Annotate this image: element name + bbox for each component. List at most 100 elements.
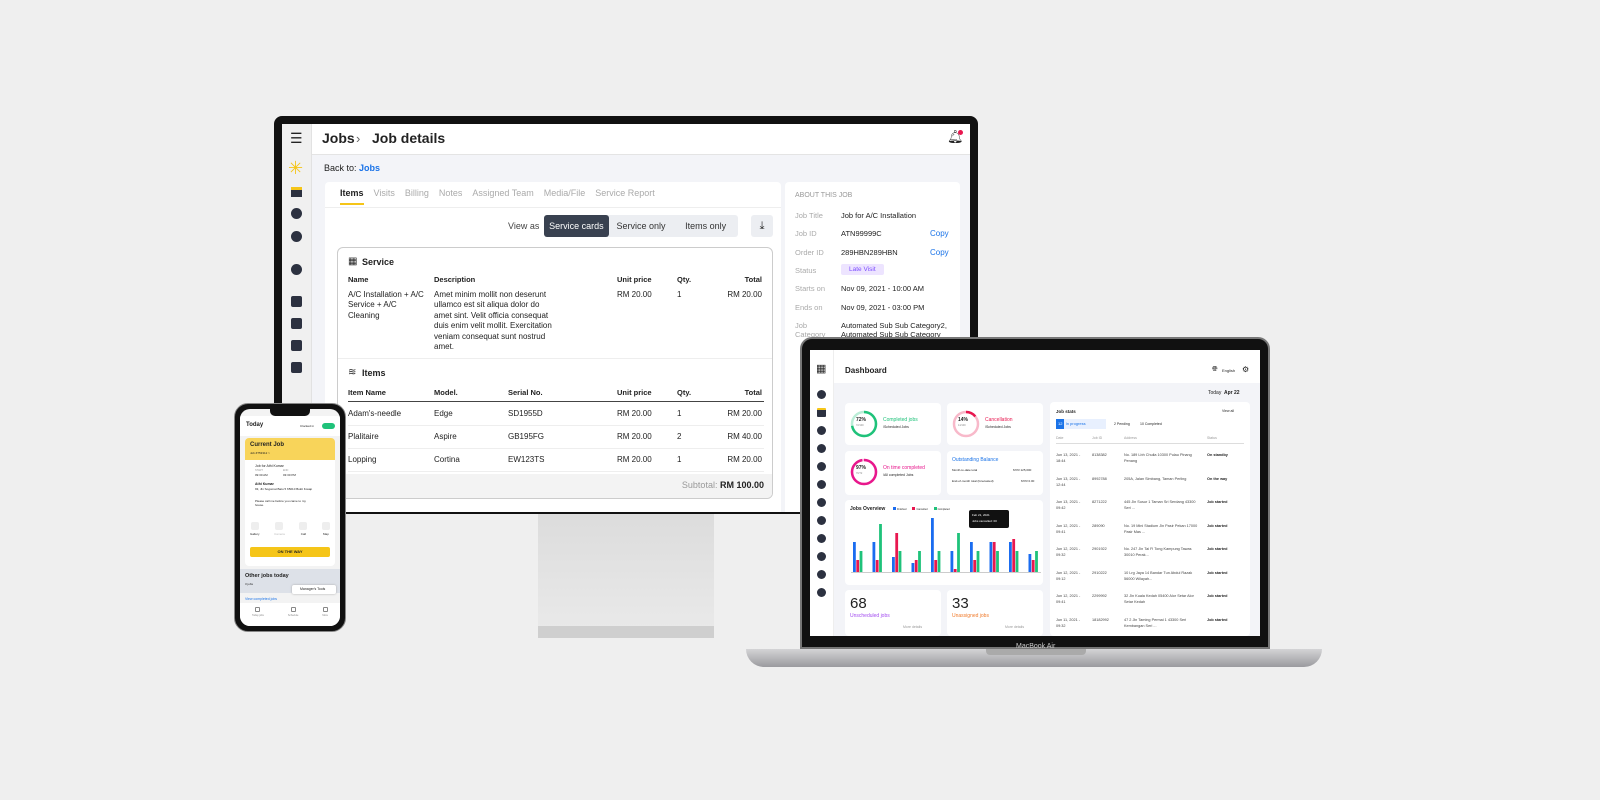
users-icon[interactable] — [291, 264, 302, 275]
calendar-icon[interactable] — [291, 187, 302, 197]
job-cell[interactable]: 8138382 — [1092, 453, 1107, 457]
unscheduled-card[interactable]: 68 Unscheduled jobs More details — [845, 590, 941, 636]
completed-card[interactable]: 72% 72/100 Completed jobs/Scheduled Jobs — [845, 403, 941, 445]
managers-tools-button[interactable]: Manager's Tools — [292, 585, 336, 594]
copy-button[interactable]: Copy — [930, 229, 949, 239]
bar-completed-2[interactable] — [879, 524, 882, 572]
invoice-icon[interactable] — [291, 340, 302, 351]
download-button[interactable]: ⤓ — [751, 215, 773, 237]
bar-completed-8[interactable] — [996, 551, 999, 572]
bar-finished-10[interactable] — [1028, 554, 1032, 572]
box-icon[interactable] — [291, 318, 302, 329]
calendar-icon[interactable] — [817, 408, 826, 417]
date-picker[interactable]: Apr 22 — [1224, 390, 1240, 396]
tab-billing[interactable]: Billing — [404, 188, 429, 198]
truck-icon[interactable] — [817, 570, 826, 579]
bar-finished-4[interactable] — [911, 563, 915, 572]
bar-finished-2[interactable] — [872, 542, 876, 572]
report-icon[interactable] — [291, 362, 302, 373]
clock-icon[interactable] — [817, 444, 826, 453]
bar-cancelled-7[interactable] — [973, 560, 977, 572]
unassigned-card[interactable]: 33 Unassigned jobs More details — [947, 590, 1043, 636]
bar-cancelled-6[interactable] — [953, 569, 957, 572]
box-icon[interactable] — [817, 498, 826, 507]
nav-1[interactable]: Schedule — [288, 607, 298, 626]
job-cell[interactable]: 2901922 — [1092, 547, 1107, 551]
bar-finished-8[interactable] — [989, 542, 993, 572]
bar-cancelled-2[interactable] — [875, 560, 879, 572]
map-pin-icon[interactable] — [817, 426, 826, 435]
bar-cancelled-5[interactable] — [934, 560, 938, 572]
tab-items[interactable]: Items — [340, 188, 364, 205]
tab-assigned-team[interactable]: Assigned Team — [472, 188, 534, 198]
cancellation-card[interactable]: 14% 14/100 Cancellation/Scheduled Jobs — [947, 403, 1043, 445]
briefcase-icon[interactable] — [817, 480, 826, 489]
invoice-icon[interactable] — [817, 516, 826, 525]
view-option-2[interactable]: Items only — [685, 221, 727, 231]
bar-completed-1[interactable] — [859, 551, 863, 572]
job-cell[interactable]: 8271222 — [1092, 500, 1107, 504]
bar-completed-4[interactable] — [918, 551, 921, 572]
search-user-icon[interactable] — [817, 552, 826, 561]
settings-user-icon[interactable] — [817, 588, 826, 597]
tab-media-file[interactable]: Media/File — [543, 188, 586, 198]
action-camera[interactable]: Camera — [274, 522, 285, 536]
bar-completed-9[interactable] — [1015, 551, 1019, 572]
breadcrumb-jobs[interactable]: Jobs — [322, 130, 355, 146]
worker-icon[interactable] — [817, 534, 826, 543]
action-gallery[interactable]: Gallery — [250, 522, 260, 536]
job-cell[interactable]: 2299992 — [1092, 594, 1107, 598]
bar-finished-9[interactable] — [1009, 542, 1012, 572]
tab-in-progress[interactable]: 12 In progress — [1056, 419, 1106, 429]
menu-icon[interactable]: ☰ — [290, 130, 303, 146]
bar-completed-6[interactable] — [957, 533, 960, 572]
bar-finished-7[interactable] — [970, 542, 973, 572]
more-details-link[interactable]: More details — [1005, 625, 1025, 629]
bar-cancelled-3[interactable] — [895, 533, 899, 572]
bar-completed-7[interactable] — [976, 551, 980, 572]
apps-grid-icon[interactable]: ▦ — [816, 363, 827, 375]
view-completed-link[interactable]: View completed jobs — [245, 597, 278, 601]
globe-icon[interactable]: 🌐︎ — [1212, 366, 1218, 373]
job-number-link[interactable]: Job #753312 > — [250, 451, 270, 455]
settings-icon[interactable]: ⚙ — [1242, 365, 1250, 374]
bar-finished-1[interactable] — [853, 542, 856, 572]
bar-completed-10[interactable] — [1035, 551, 1038, 572]
clock-icon[interactable] — [291, 231, 302, 242]
bar-cancelled-9[interactable] — [1012, 539, 1016, 572]
bar-cancelled-4[interactable] — [914, 560, 918, 572]
bar-finished-6[interactable] — [950, 551, 954, 572]
job-cell[interactable]: 18182992 — [1092, 617, 1109, 622]
tab-notes[interactable]: Notes — [438, 188, 463, 198]
copy-button[interactable]: Copy — [930, 247, 949, 257]
on-the-way-button[interactable]: ON THE WAY — [250, 547, 330, 557]
bar-cancelled-10[interactable] — [1031, 560, 1035, 572]
job-cell[interactable]: 8992788 — [1092, 476, 1107, 481]
gauge-icon[interactable] — [817, 390, 826, 399]
job-cell[interactable]: 2910222 — [1092, 570, 1107, 575]
bar-finished-3[interactable] — [892, 557, 895, 572]
tab-service-report[interactable]: Service Report — [595, 188, 655, 198]
nav-2[interactable]: More — [322, 607, 328, 626]
view-option-0[interactable]: Service cards — [544, 215, 609, 237]
bar-finished-5[interactable] — [931, 518, 934, 572]
bar-cancelled-1[interactable] — [856, 560, 860, 572]
nav-0[interactable]: Today jobs — [252, 607, 264, 626]
users-icon[interactable] — [817, 462, 826, 471]
bar-completed-3[interactable] — [898, 551, 902, 572]
view-option-1[interactable]: Service only — [616, 221, 666, 231]
tab-completed[interactable]: 10 Completed — [1140, 422, 1162, 426]
more-details-link[interactable]: More details — [903, 625, 923, 629]
briefcase-icon[interactable] — [291, 296, 302, 307]
view-all-link[interactable]: View all — [1222, 409, 1234, 413]
clock-in-toggle[interactable] — [322, 423, 335, 429]
tab-pending[interactable]: 2 Pending — [1114, 422, 1130, 426]
bar-cancelled-8[interactable] — [992, 542, 996, 572]
bar-completed-5[interactable] — [937, 551, 941, 572]
action-call[interactable]: Call — [299, 522, 308, 536]
map-pin-icon[interactable] — [291, 208, 302, 219]
tab-visits[interactable]: Visits — [373, 188, 395, 198]
job-cell[interactable]: 289090 — [1092, 523, 1105, 528]
action-map[interactable]: Map — [321, 522, 330, 536]
ontime-card[interactable]: 97% 70/72 On time completed/All completed … — [845, 451, 941, 495]
